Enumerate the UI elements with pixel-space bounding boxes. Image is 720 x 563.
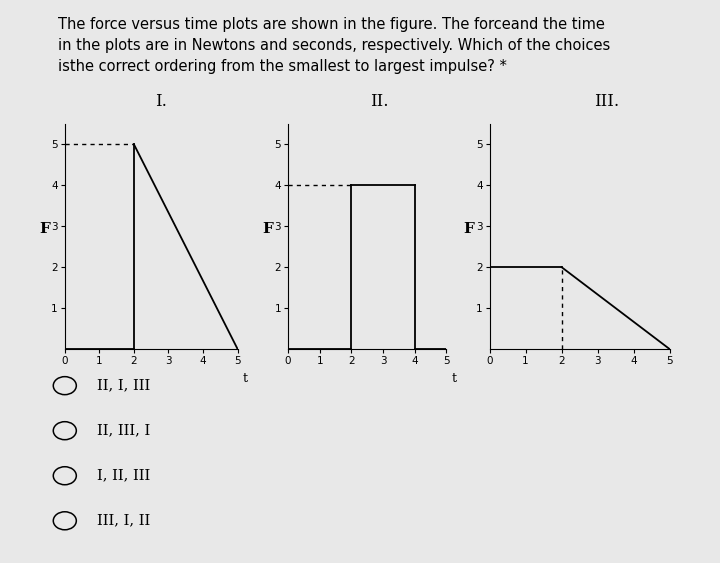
Text: III.: III. [594, 93, 619, 110]
Text: The force versus time plots are shown in the figure. The forceand the time
in th: The force versus time plots are shown in… [58, 17, 610, 74]
Text: II.: II. [370, 93, 389, 110]
Text: II, I, III: II, I, III [97, 379, 150, 392]
Y-axis label: F: F [39, 222, 50, 236]
Y-axis label: F: F [262, 222, 273, 236]
Text: I, II, III: I, II, III [97, 469, 150, 482]
Text: t: t [451, 372, 456, 385]
Text: I.: I. [155, 93, 166, 110]
Text: III, I, II: III, I, II [97, 514, 150, 528]
Text: t: t [243, 372, 248, 385]
Y-axis label: F: F [464, 222, 474, 236]
Text: II, III, I: II, III, I [97, 424, 150, 437]
